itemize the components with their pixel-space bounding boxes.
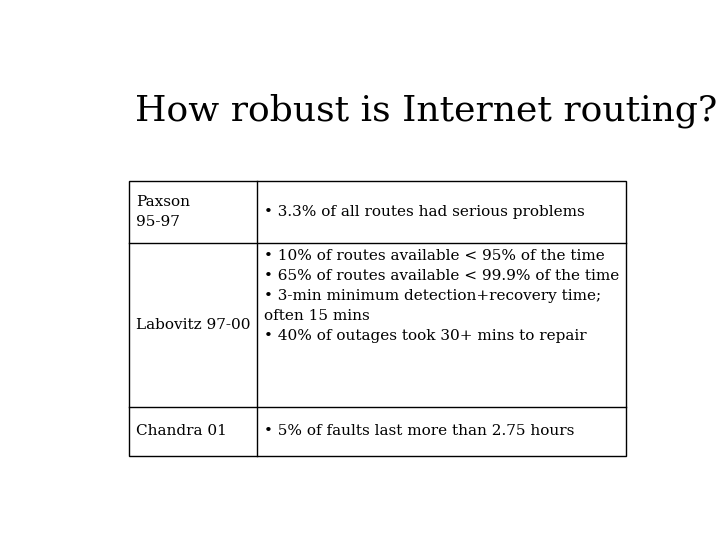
- Bar: [129, 181, 626, 456]
- Text: Labovitz 97-00: Labovitz 97-00: [136, 318, 251, 332]
- Text: • 10% of routes available < 95% of the time
• 65% of routes available < 99.9% of: • 10% of routes available < 95% of the t…: [264, 249, 619, 343]
- Text: • 5% of faults last more than 2.75 hours: • 5% of faults last more than 2.75 hours: [264, 424, 575, 438]
- Text: How robust is Internet routing?: How robust is Internet routing?: [135, 94, 717, 129]
- Text: • 3.3% of all routes had serious problems: • 3.3% of all routes had serious problem…: [264, 205, 585, 219]
- Text: Paxson
95-97: Paxson 95-97: [136, 195, 190, 229]
- Text: Chandra 01: Chandra 01: [136, 424, 227, 438]
